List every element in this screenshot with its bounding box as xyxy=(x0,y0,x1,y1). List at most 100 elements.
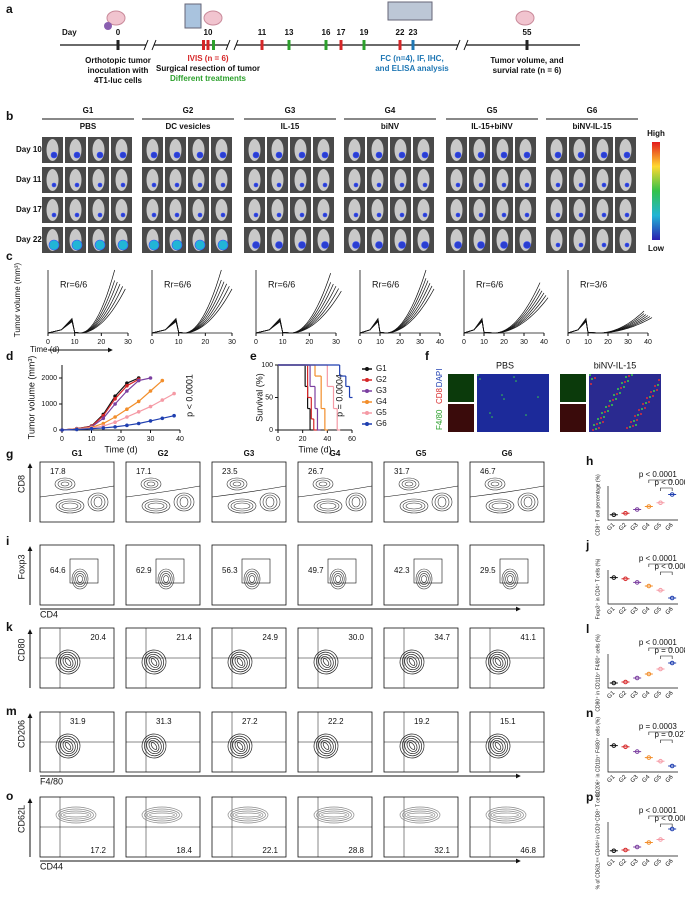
contour xyxy=(60,737,76,755)
contour xyxy=(313,806,355,824)
flow-x-label: CD4 xyxy=(40,609,58,619)
mean-dot xyxy=(634,749,640,754)
x-tick-label: 20 xyxy=(201,339,209,346)
signal xyxy=(554,151,562,159)
legend-label: G1 xyxy=(376,364,387,373)
day-number: 13 xyxy=(285,28,294,37)
contour xyxy=(399,649,425,675)
cell-dot xyxy=(627,380,629,382)
contour xyxy=(517,492,539,512)
legend-marker xyxy=(365,422,369,426)
day-number: 19 xyxy=(360,28,369,37)
signal xyxy=(298,151,306,159)
gate xyxy=(469,485,545,498)
contour xyxy=(64,742,72,750)
group-header: G4 xyxy=(385,106,396,115)
signal xyxy=(601,242,607,248)
cell-dot xyxy=(635,424,637,426)
cell-dot xyxy=(609,400,611,402)
contour xyxy=(322,658,330,666)
response-rate: Rr=6/6 xyxy=(372,279,399,289)
cell-dot xyxy=(633,420,635,422)
cell-dot xyxy=(601,412,603,414)
p-value: p = 0.0085 xyxy=(655,646,685,655)
signal xyxy=(171,239,183,251)
contour xyxy=(143,651,165,673)
mouse-body xyxy=(192,199,205,221)
channel-label: DAPI xyxy=(435,369,444,388)
axis xyxy=(607,654,678,689)
contour xyxy=(141,733,167,759)
mouse-body xyxy=(573,199,586,221)
scale-low: Low xyxy=(648,244,665,253)
mean-dot xyxy=(669,826,675,832)
x-tick-label: 10 xyxy=(88,436,96,443)
flow-group-header: G6 xyxy=(502,449,513,458)
panel-letter: m xyxy=(6,704,17,718)
x-tick-label: G4 xyxy=(641,522,651,532)
data-point xyxy=(101,426,106,430)
mouse-body xyxy=(271,199,284,221)
response-rate: Rr=3/6 xyxy=(580,279,607,289)
x-tick-label: G1 xyxy=(606,606,616,616)
x-tick-label: G3 xyxy=(630,690,640,700)
signal xyxy=(375,241,383,249)
mean-dot xyxy=(669,660,675,666)
axis-break-gap xyxy=(146,42,154,48)
signal xyxy=(322,182,328,188)
x-tick-label: G3 xyxy=(630,774,640,784)
signal xyxy=(523,151,531,159)
channel-image xyxy=(560,404,586,432)
day-number: 10 xyxy=(204,28,213,37)
legend-label: G6 xyxy=(376,419,387,428)
instrument-icon xyxy=(184,3,202,29)
day-marker xyxy=(398,40,402,50)
mouse-body xyxy=(450,169,463,191)
x-tick-label: G1 xyxy=(606,690,616,700)
cell-dot xyxy=(537,396,539,398)
mean-dot xyxy=(646,671,652,677)
mean-dot xyxy=(623,847,628,853)
contour xyxy=(419,573,429,585)
cell-dot xyxy=(596,423,598,425)
mouse-body xyxy=(519,199,532,221)
cell-dot xyxy=(623,386,625,388)
x-tick-label: 30 xyxy=(124,339,132,346)
mean-dot xyxy=(611,512,617,518)
contour xyxy=(487,651,509,673)
contour xyxy=(320,740,332,752)
flow-group-header: G3 xyxy=(244,449,255,458)
contour xyxy=(313,649,339,675)
contour xyxy=(318,653,334,671)
x-tick-label: G6 xyxy=(665,774,675,784)
growth-curve xyxy=(463,297,549,334)
contour xyxy=(491,502,509,510)
data-point xyxy=(89,426,94,431)
x-axis-title: Time (d) xyxy=(104,444,137,454)
signal xyxy=(422,182,428,188)
data-point xyxy=(136,410,141,414)
contour xyxy=(243,568,261,590)
cell-dot xyxy=(605,406,607,408)
mean-dot xyxy=(658,666,663,672)
cell-dot xyxy=(653,390,655,392)
signal xyxy=(71,239,83,251)
contour xyxy=(77,575,83,583)
contour xyxy=(144,500,168,512)
day-label: Day xyxy=(62,28,77,37)
y-tick-label: 50 xyxy=(265,394,273,401)
cell-dot xyxy=(637,414,639,416)
y-axis-title: % of CD62Lˡᵒʷ CD44ʰⁱ in CD3⁺CD8⁺ T cells xyxy=(594,792,601,889)
response-rate: Rr=6/6 xyxy=(60,279,87,289)
mean-dot xyxy=(634,844,640,850)
gate xyxy=(211,485,287,498)
y-axis-title: Tumor volume (mm³) xyxy=(26,356,36,440)
contour xyxy=(62,740,74,752)
cell-dot xyxy=(640,413,642,415)
contour xyxy=(485,733,511,759)
signal xyxy=(524,212,530,218)
y-tick-label: 2000 xyxy=(41,375,57,382)
contour xyxy=(93,496,103,508)
contour xyxy=(227,806,269,824)
legend-label: G2 xyxy=(376,375,387,384)
